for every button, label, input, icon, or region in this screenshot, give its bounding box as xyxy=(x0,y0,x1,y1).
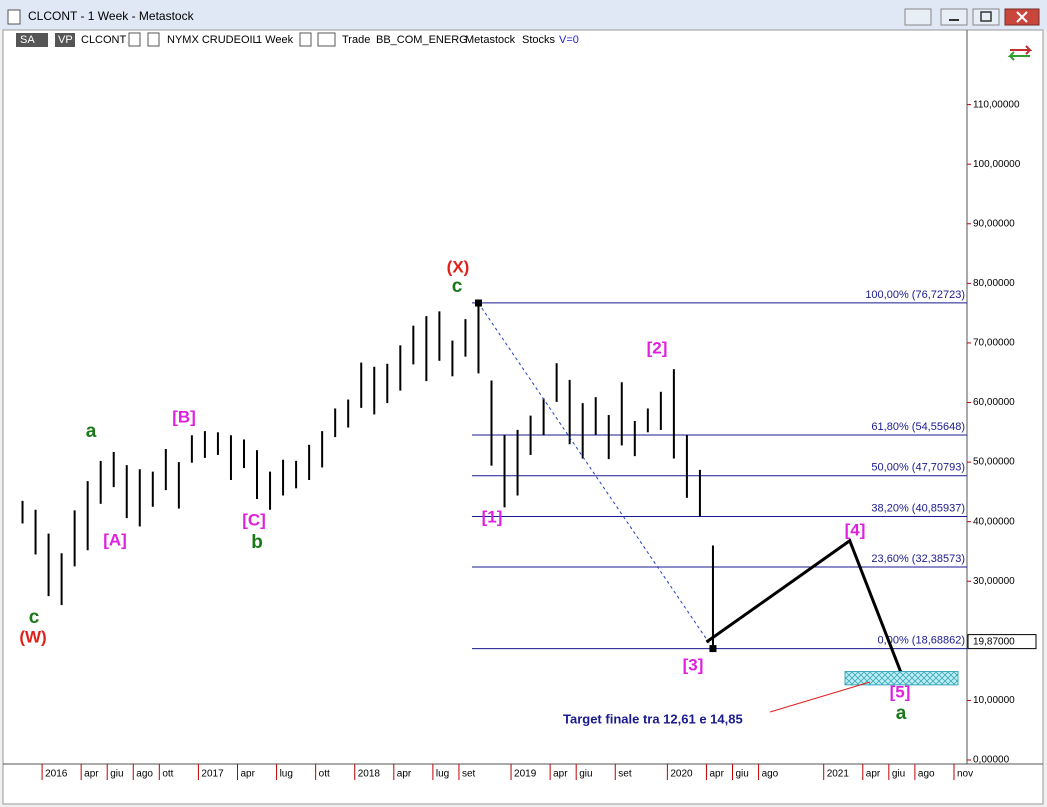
y-tick-label: 50,00000 xyxy=(973,457,1015,468)
anchor-point xyxy=(709,645,717,653)
toolbar-item: 1 Week xyxy=(256,34,294,46)
x-tick-label: 2018 xyxy=(358,769,381,780)
toolbar-item: V=0 xyxy=(559,34,579,46)
window-buttons xyxy=(904,8,1040,26)
x-tick-label: apr xyxy=(240,769,255,780)
wave-label: [4] xyxy=(845,520,866,539)
fib-label: 0,00% (18,68862) xyxy=(878,635,965,647)
wave-label: c xyxy=(452,276,463,297)
wave-label: (X) xyxy=(447,257,470,276)
restore-button[interactable] xyxy=(904,8,932,26)
toolbar-item: CLCONT xyxy=(81,34,127,46)
wave-label: [B] xyxy=(172,407,196,426)
wave-label: [5] xyxy=(890,682,911,701)
wave-label: [A] xyxy=(103,530,127,549)
wave-label: [2] xyxy=(647,338,668,357)
x-tick-label: 2017 xyxy=(201,769,224,780)
x-tick-label: ott xyxy=(162,769,173,780)
target-zone xyxy=(844,671,959,686)
wave-label: a xyxy=(86,421,97,442)
dropdown[interactable] xyxy=(128,32,141,47)
x-tick-label: apr xyxy=(397,769,412,780)
x-tick-label: giu xyxy=(736,769,749,780)
y-tick-label: 30,00000 xyxy=(973,576,1015,587)
x-tick-label: ott xyxy=(319,769,330,780)
y-tick-label: 40,00000 xyxy=(973,516,1015,527)
vp-button[interactable] xyxy=(55,33,75,47)
x-tick-label: giu xyxy=(579,769,592,780)
y-tick-label: 110,00000 xyxy=(973,99,1020,110)
wave-label: a xyxy=(896,703,907,724)
y-tick-label: 100,00000 xyxy=(973,159,1021,170)
x-tick-label: nov xyxy=(957,769,973,780)
y-tick-label: 0,00000 xyxy=(973,755,1010,766)
wave-label: [C] xyxy=(242,510,266,529)
x-tick-label: 2020 xyxy=(670,769,693,780)
wave-label: [1] xyxy=(482,507,503,526)
y-tick-label: 90,00000 xyxy=(973,218,1015,229)
x-tick-label: lug xyxy=(436,769,449,780)
x-tick-label: ago xyxy=(918,769,935,780)
wave-label: b xyxy=(251,532,263,553)
maximize-button[interactable] xyxy=(972,8,1000,26)
x-tick-label: apr xyxy=(709,769,724,780)
target-pointer xyxy=(769,681,871,713)
anchor-point xyxy=(474,299,482,307)
sa-button[interactable] xyxy=(16,33,48,47)
fib-label: 23,60% (32,38573) xyxy=(871,553,965,565)
x-tick-label: set xyxy=(618,769,632,780)
x-tick-label: giu xyxy=(892,769,905,780)
x-tick-label: apr xyxy=(866,769,881,780)
toolbar-item: Metastock xyxy=(465,34,516,46)
close-glyph xyxy=(1016,11,1028,23)
toolbar-item: Stocks xyxy=(522,34,556,46)
x-tick-label: apr xyxy=(84,769,99,780)
fib-label: 38,20% (40,85937) xyxy=(871,502,965,514)
y-tick-label: 60,00000 xyxy=(973,397,1015,408)
last-price-label: 19,87000 xyxy=(973,636,1015,647)
dropdown[interactable] xyxy=(147,32,160,47)
wave-label: [3] xyxy=(683,655,704,674)
x-tick-label: 2021 xyxy=(827,769,850,780)
toolbar-item: VP xyxy=(58,34,73,46)
icon-arrow xyxy=(1007,51,1030,61)
toolbar-item: BB_COM_ENERG xyxy=(376,34,468,46)
toolbar-item: Trade xyxy=(342,34,370,46)
wave-label: (W) xyxy=(19,627,46,646)
icon-arrow xyxy=(1010,45,1033,55)
x-tick-label: ago xyxy=(762,769,779,780)
trend-line xyxy=(478,302,714,649)
fib-label: 61,80% (54,55648) xyxy=(871,421,965,433)
last-price-tag xyxy=(967,634,1037,650)
window-title: CLCONT - 1 Week - Metastock xyxy=(28,9,195,23)
toolbar-item: NYMX CRUDEOIL xyxy=(167,34,259,46)
wave-label: c xyxy=(29,607,40,628)
x-tick-label: 2019 xyxy=(514,769,537,780)
y-tick-label: 80,00000 xyxy=(973,278,1015,289)
x-tick-label: apr xyxy=(553,769,568,780)
toolbar: SA VP CLCONT NYMX CRUDEOIL 1 Week Trade … xyxy=(16,32,579,47)
x-tick-label: giu xyxy=(110,769,123,780)
y-tick-label: 70,00000 xyxy=(973,338,1015,349)
x-tick-label: ago xyxy=(136,769,153,780)
toolbar-item: SA xyxy=(20,34,35,46)
target-text: Target finale tra 12,61 e 14,85 xyxy=(563,711,743,726)
sync-icon[interactable] xyxy=(1007,45,1033,61)
x-tick-label: lug xyxy=(280,769,293,780)
projection-line xyxy=(705,538,904,676)
x-tick-label: 2016 xyxy=(45,769,68,780)
chart-window xyxy=(2,29,1044,805)
fib-label: 50,00% (47,70793) xyxy=(871,462,965,474)
x-tick-label: set xyxy=(462,769,476,780)
dropdown[interactable] xyxy=(317,32,336,47)
fib-label: 100,00% (76,72723) xyxy=(865,289,965,301)
maximize-glyph xyxy=(980,11,992,22)
y-tick-label: 10,00000 xyxy=(973,695,1015,706)
app-icon xyxy=(7,9,21,25)
dropdown[interactable] xyxy=(299,32,312,47)
title-bar xyxy=(0,0,1047,30)
minimize-button[interactable] xyxy=(940,8,968,26)
